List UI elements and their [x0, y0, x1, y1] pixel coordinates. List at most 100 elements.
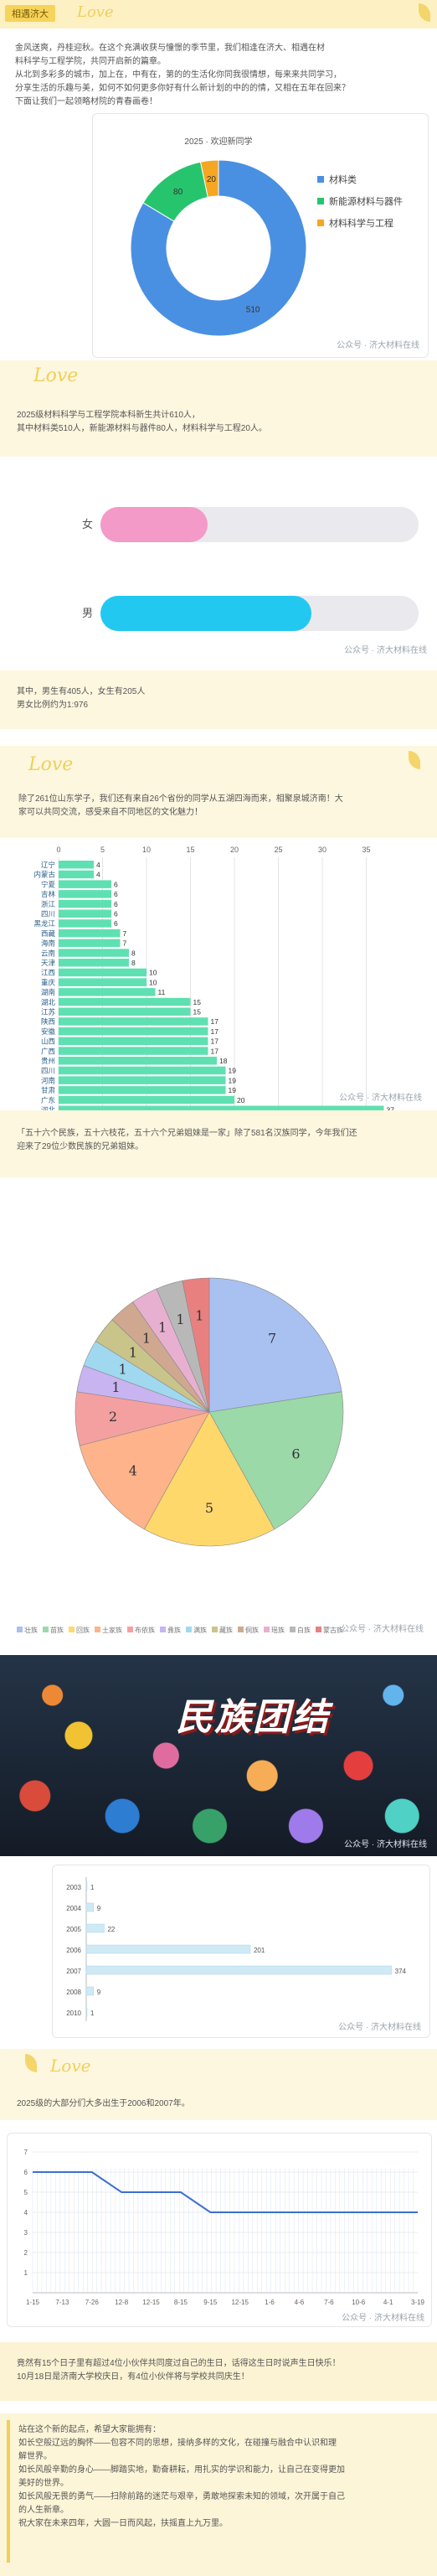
y-category-label: 贵州 — [41, 1057, 55, 1065]
pie-legend-label: 侗族 — [245, 1627, 259, 1634]
pie-legend-label: 藏族 — [219, 1627, 233, 1634]
bar-value-label: 18 — [219, 1057, 228, 1065]
pie-legend-swatch — [238, 1627, 244, 1632]
province-bar — [59, 988, 156, 996]
pie-legend-item: 壮族 — [17, 1627, 38, 1634]
x-tick-label: 25 — [274, 846, 282, 854]
y-category-label: 2006 — [66, 1947, 81, 1954]
pie-legend-label: 苗族 — [50, 1627, 64, 1634]
province-bar — [59, 919, 111, 928]
male-bar — [100, 596, 312, 631]
province-line: 除了261位山东学子，我们还有来自26个省份的同学从五湖四海而来，相聚泉城济南！… — [18, 794, 343, 804]
province-bar — [59, 1086, 226, 1094]
pie-legend-label: 白族 — [297, 1627, 311, 1634]
y-category-label: 2008 — [66, 1989, 81, 1996]
intro-line: 下面让我们一起领略材院的青春画卷！ — [15, 97, 157, 106]
province-chart-section: 0 5 10 15 20 25 30 35 辽宁 4 内蒙古 4 宁夏 6 吉林 6 浙江 6 四川 6 黑龙江 6 西藏 7… — [0, 842, 437, 1110]
male-track — [100, 596, 419, 631]
pie-legend-label: 布依族 — [135, 1627, 155, 1634]
intro-header-strip — [0, 0, 437, 28]
pie-legend-label: 蒙古族 — [323, 1627, 343, 1634]
x-tick-label: 35 — [362, 846, 370, 854]
legend-swatch — [317, 176, 324, 183]
province-bar — [59, 928, 121, 938]
bar-value-label: 17 — [211, 1047, 219, 1055]
y-category-label: 江西 — [41, 969, 55, 977]
x-tick-label: 12-15 — [231, 2299, 249, 2306]
birthday-card: 1 2 3 4 5 6 7 1-15 7-13 7-26 12-8 12-15 8-15 9-15 12-1… — [7, 2133, 432, 2327]
y-category-label: 陕西 — [41, 1017, 55, 1026]
enroll-line: 2025级材料科学与工程学院本科新生共计610人， — [17, 411, 200, 420]
province-bar — [59, 939, 121, 948]
province-bar — [59, 978, 147, 986]
pie-value-label: 1 — [158, 1319, 167, 1335]
birthday-line: 竟然有15个日子里有超过4位小伙伴共同度过自己的生日，话得这生日时说声生日快乐！ — [17, 2359, 341, 2368]
bar-value-label: 10 — [149, 969, 157, 977]
province-bar — [59, 890, 111, 898]
x-tick-label: 7-26 — [85, 2299, 100, 2306]
x-tick-label: 10-6 — [352, 2299, 366, 2306]
province-bar — [59, 1076, 226, 1084]
y-category-label: 广东 — [41, 1096, 55, 1104]
pie-legend-item: 土家族 — [95, 1627, 122, 1634]
intro-line: 金风送爽，丹桂迎秋。在这个充满收获与憧憬的季节里，我们相逢在济大、相遇在材 — [15, 44, 325, 53]
bar-value-label: 7 — [123, 939, 127, 948]
y-category-label: 四川 — [41, 910, 55, 918]
pie-legend-item: 藏族 — [212, 1627, 233, 1634]
enroll-line: 其中材料类510人，新能源材料与器件80人，材料科学与工程20人。 — [17, 424, 267, 433]
y-tick-label: 6 — [24, 2169, 28, 2176]
y-category-label: 云南 — [41, 949, 55, 957]
bar-value-label: 6 — [114, 880, 118, 888]
ratio-paragraph: 其中，男生有405人，女生有205人 男女比例约为1:976 — [17, 685, 419, 712]
province-section: Love 除了261位山东学子，我们还有来自26个省份的同学从五湖四海而来，相聚… — [0, 746, 437, 838]
birth-year-bar — [85, 2007, 88, 2017]
x-tick-label: 0 — [56, 846, 60, 854]
pie-legend-swatch — [43, 1627, 49, 1632]
watermark: 公众号 · 济大材料在线 — [339, 1094, 422, 1103]
birth-year-bar-chart: 2003 1 2004 9 2005 22 2006 201 2007 374 2008 9 2010 1 — [66, 1877, 407, 2021]
pie-legend-item: 苗族 — [43, 1627, 64, 1634]
closing-line: 如长风般辛勤的身心——脚踏实地，勤奋耕耘，用扎实的学识和能力，让自己在变得更加 — [18, 2465, 345, 2475]
age-love-text: Love — [50, 2056, 91, 2076]
pie-legend-swatch — [160, 1627, 166, 1632]
y-category-label: 浙江 — [41, 900, 56, 908]
x-tick-label: 7-13 — [55, 2299, 69, 2306]
bar-value-label: 8 — [131, 949, 136, 957]
bar-value-label: 6 — [114, 900, 118, 908]
y-category-label: 河南 — [41, 1076, 55, 1084]
bar-value-label: 4 — [96, 861, 100, 869]
donut-chart: 510 80 20 — [130, 159, 307, 337]
x-tick-label: 5 — [100, 846, 105, 854]
x-tick-label: 15 — [186, 846, 194, 854]
watermark: 公众号 · 济大材料在线 — [344, 1840, 427, 1849]
province-bar — [59, 909, 111, 918]
y-tick-label: 7 — [24, 2149, 28, 2156]
x-tick-label: 9-15 — [203, 2299, 218, 2306]
birth-year-bar — [85, 1965, 392, 1975]
province-bar — [59, 997, 191, 1006]
pie-legend-swatch — [264, 1627, 270, 1632]
donut-slice — [130, 159, 307, 337]
intro-line: 分享生活的乐趣与美，如何不如何更多你好有什么新计划的中的的情，又相在五年在回来？ — [15, 84, 350, 93]
y-category-label: 湖北 — [41, 998, 56, 1006]
pie-legend-label: 瑶族 — [271, 1627, 285, 1634]
pie-legend-item: 回族 — [69, 1627, 90, 1634]
y-category-label: 安徽 — [41, 1027, 56, 1036]
watermark: 公众号 · 济大材料在线 — [337, 341, 419, 350]
legend-swatch — [317, 220, 324, 226]
closing-paragraph: 站在这个新的起点，希望大家能拥有： 如长空般辽远的胸怀——包容不同的思想，接纳多… — [18, 2423, 427, 2531]
age-section: Love 2025级的大部分们大多出生于2006和2007年。 — [0, 2049, 437, 2120]
bar-value-label: 37 — [387, 1106, 395, 1111]
donut-title: 2025 · 欢迎新同学 — [184, 137, 253, 147]
bar-value-label: 7 — [123, 929, 127, 938]
donut-value-label: 80 — [173, 188, 183, 197]
bar-value-label: 6 — [114, 910, 118, 918]
intro-section: 相遇济大 Love 金风送爽，丹桂迎秋。在这个充满收获与憧憬的季节里，我们相逢在… — [0, 0, 437, 159]
pie-legend-item: 白族 — [290, 1627, 311, 1634]
province-line: 家可以共同交流，感受来自不同地区的文化魅力！ — [18, 808, 203, 817]
donut-value-label: 510 — [246, 306, 260, 315]
bar-value-label: 201 — [254, 1947, 265, 1954]
pie-legend-item: 满族 — [186, 1627, 207, 1634]
enroll-love-text: Love — [33, 365, 79, 386]
y-category-label: 甘肃 — [41, 1086, 56, 1094]
